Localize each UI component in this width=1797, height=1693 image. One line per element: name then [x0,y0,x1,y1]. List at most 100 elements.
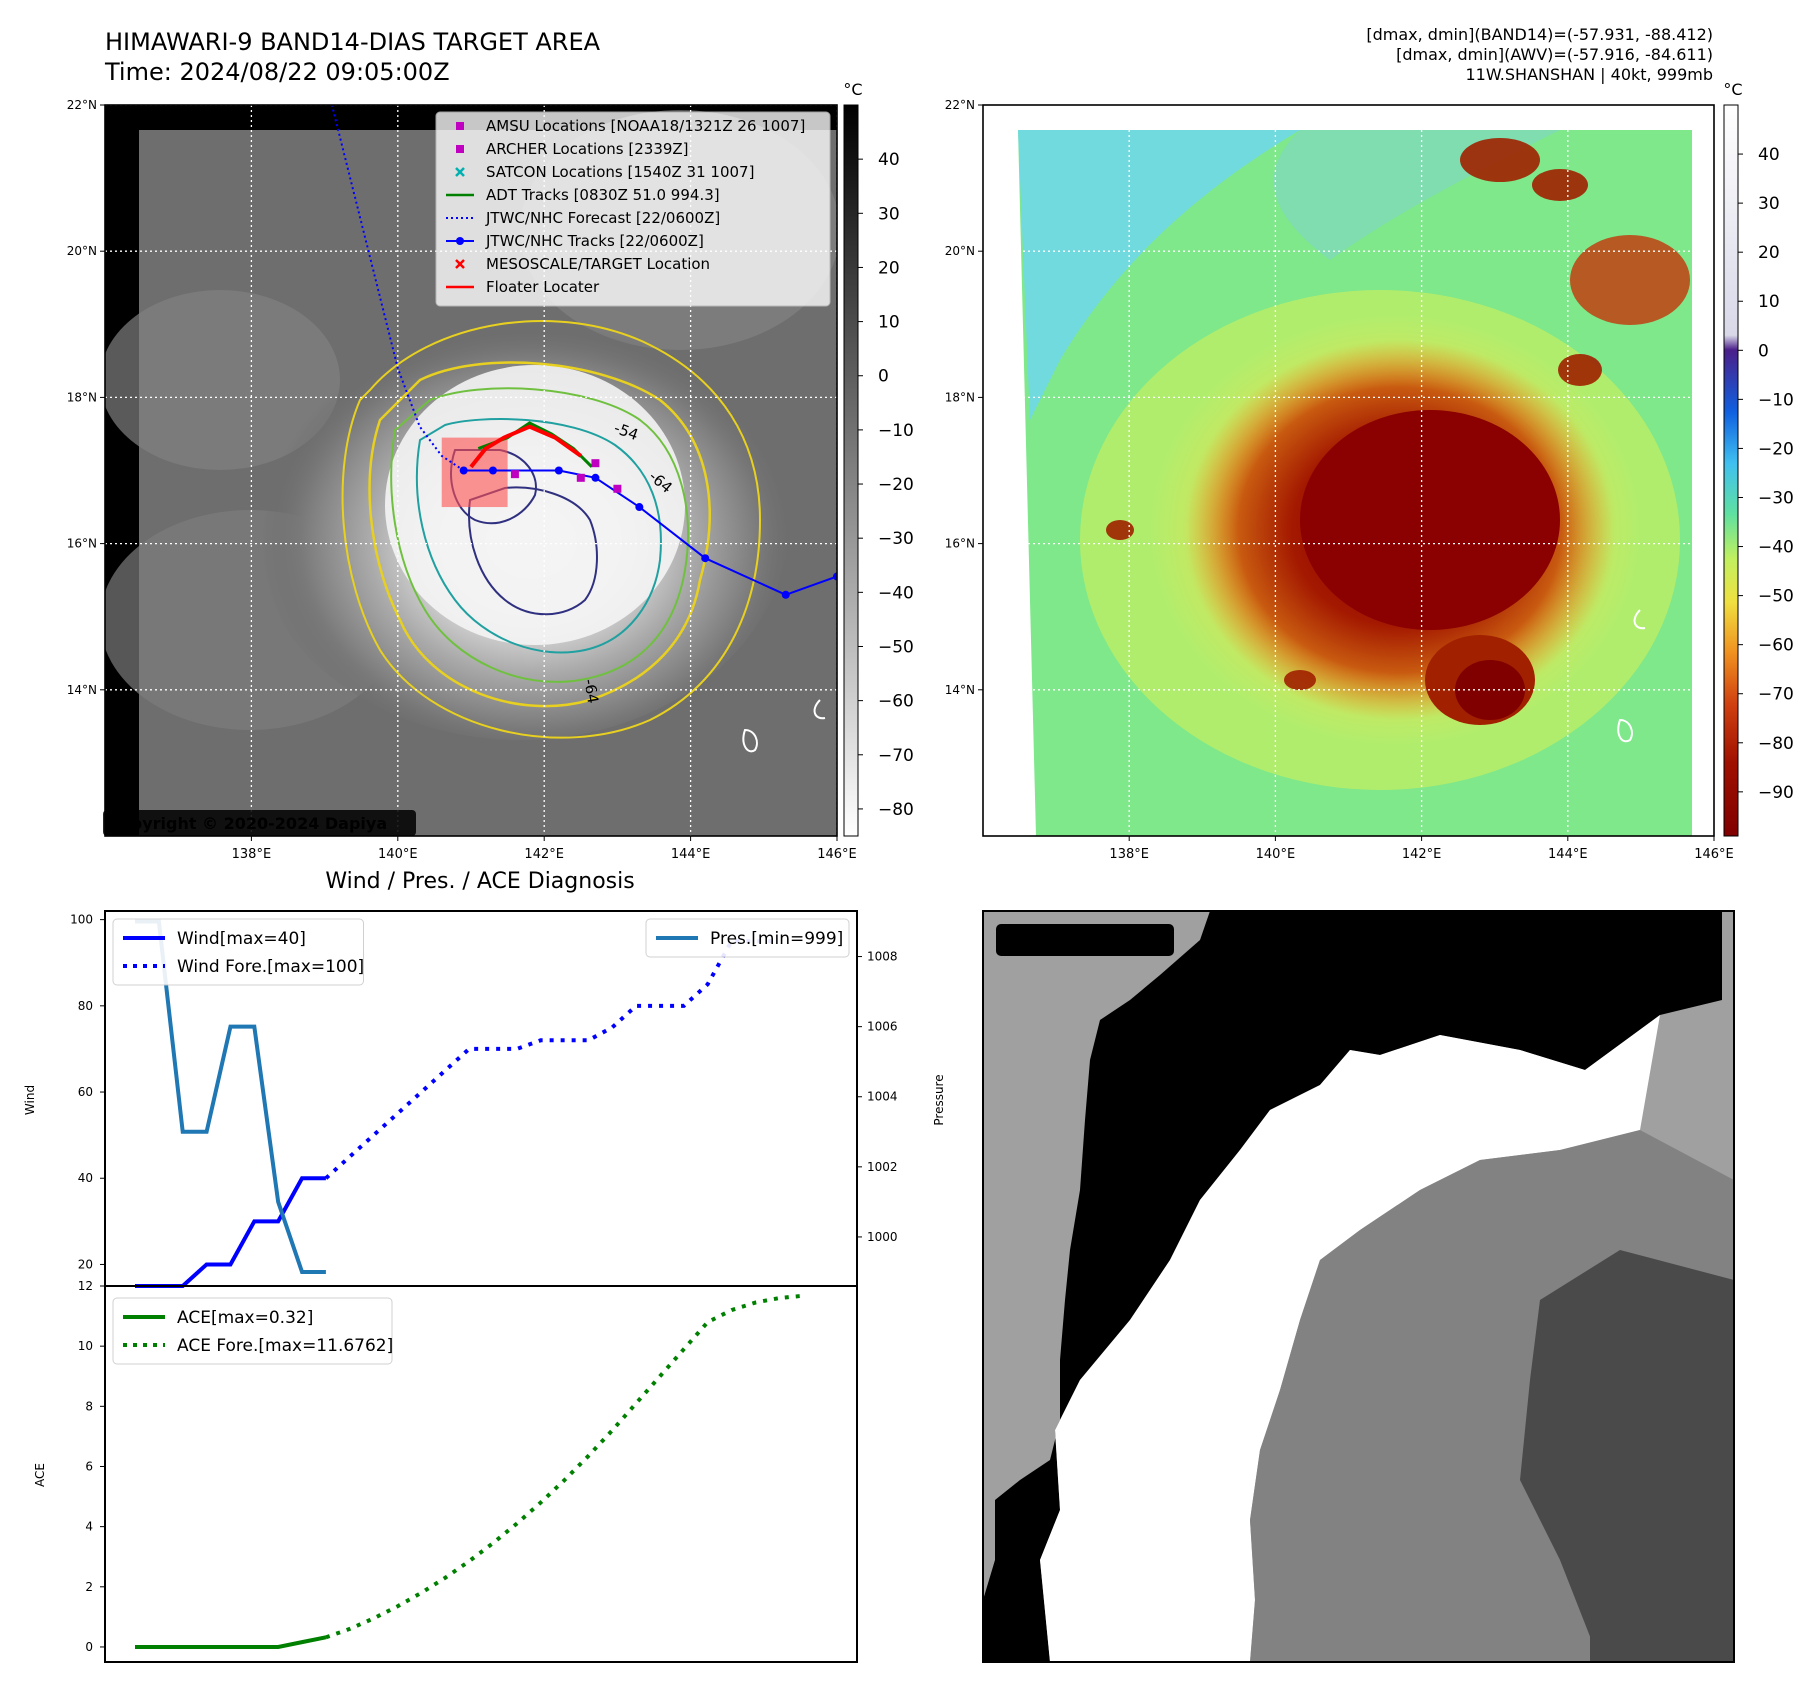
colorbar-tick-label: 0 [878,367,889,387]
chart-legend-label: Wind Fore.[max=100] [177,957,364,977]
jtwc-track-point [459,466,468,475]
lon-tick-label: 138°E [232,847,272,862]
legend-entry: AMSU Locations [NOAA18/1321Z 26 1007] [456,117,805,135]
colorbar-tick-label: −30 [1758,488,1794,508]
colorbar-tick-label: 10 [878,313,900,333]
chart-legend-label: Wind[max=40] [177,929,306,949]
colorbar-tick-label: 10 [1758,292,1780,312]
legend-entry: Floater Locater [446,278,600,296]
wmg-count-text: WMG Count: 0 [1004,931,1157,953]
lon-tick-label: 144°E [671,847,711,862]
colorbar-tick-label: −20 [1758,439,1794,459]
colorbar-tick-label: −70 [878,746,914,766]
colorbar-tick-label: −50 [878,637,914,657]
y-tick-label: 10 [78,1339,93,1353]
lat-tick-label: 18°N [67,390,97,404]
lat-tick-label: 16°N [67,537,97,551]
chart-legend-label: ACE Fore.[max=11.6762] [177,1336,393,1356]
y-tick-label: 100 [70,913,93,927]
lon-tick-label: 140°E [378,847,418,862]
right-colorbar: °C 40 30 20 10 0 −10 −20 −30 −40 −50 −60 −70 −80 −90 [1723,80,1794,837]
colorbar-tick-label: 30 [878,204,900,224]
legend-label: JTWC/NHC Forecast [22/0600Z] [485,209,720,227]
series-line [135,919,326,1274]
lon-tick-label: 138°E [1109,847,1149,862]
jtwc-track-point [781,590,790,599]
archer-marker [510,470,519,479]
colorbar-tick-label: −30 [878,529,914,549]
diagnosis-title: Wind / Pres. / ACE Diagnosis [325,869,634,894]
colorbar-unit: °C [843,80,862,99]
y-tick-label: 12 [78,1279,93,1293]
y2-tick-label: 1002 [867,1160,898,1174]
jtwc-track-point [554,466,563,475]
legend-entry: JTWC/NHC Tracks [22/0600Z] [446,232,704,250]
jtwc-track-point [635,503,644,512]
contour-label-3: -64 [580,678,602,705]
wmg-panel: WMG Count: 0 [982,910,1735,1663]
figure-time: Time: 2024/08/22 09:05:00Z [104,58,450,86]
colorbar-tick-label: −80 [878,800,914,820]
archer-marker [576,473,585,482]
lon-tick-label: 146°E [817,847,857,862]
series-line [135,1176,326,1288]
colorbar-tick-label: 0 [1758,341,1769,361]
jtwc-forecast-track [330,105,465,472]
colorbar-unit: °C [1723,80,1742,99]
left-map-ticks: 138°E 140°E 142°E 144°E 146°E 22°N 20°N 18°N 16°… [67,98,857,862]
left-colorbar: °C 40 30 20 10 0 −10 −20 −30 −40 −50 −60 −70 −80 [843,80,914,837]
legend-label: SATCON Locations [1540Z 31 1007] [486,163,754,181]
lat-tick-label: 20°N [67,244,97,258]
lat-tick-label: 16°N [945,537,975,551]
lon-tick-label: 142°E [1402,847,1442,862]
legend-label: AMSU Locations [NOAA18/1321Z 26 1007] [486,117,805,135]
jtwc-track-point [833,572,837,581]
colorbar-tick-label: −40 [1758,538,1794,558]
colorbar-tick-label: −50 [1758,587,1794,607]
ace-chart-frame [104,1285,858,1663]
lat-tick-label: 20°N [945,244,975,258]
legend-entry: MESOSCALE/TARGET Location [455,255,710,273]
colorbar-tick-label: −10 [878,421,914,441]
jtwc-track-point [488,466,497,475]
storm-info: 11W.SHANSHAN | 40kt, 999mb [1465,65,1713,84]
map-legend [435,111,831,307]
wind-axis-label: Wind [23,1085,37,1115]
lon-tick-label: 142°E [524,847,564,862]
archer-marker [591,459,600,468]
legend-entry: ARCHER Locations [2339Z] [456,140,689,158]
y-tick-label: 2 [85,1580,93,1594]
legend-label: ADT Tracks [0830Z 51.0 994.3] [486,186,720,204]
colorbar-strip [843,104,859,837]
lat-tick-label: 18°N [945,390,975,404]
legend-entry: ADT Tracks [0830Z 51.0 994.3] [446,186,720,204]
colorbar-tick-label: −40 [878,583,914,603]
lat-tick-label: 14°N [945,683,975,697]
colorbar-tick-label: −90 [1758,783,1794,803]
lat-tick-label: 22°N [945,98,975,112]
colorbar-tick-label: −60 [1758,636,1794,656]
wind-pressure-chart: 20 40 60 80 100 1000 1002 1004 1006 1008 Wind[max=… [70,910,898,1288]
colorbar-tick-label: −10 [1758,390,1794,410]
colorbar-tick-label: −70 [1758,685,1794,705]
y2-tick-label: 1000 [867,1230,898,1244]
amsu-marker [613,484,622,493]
chart-legend-label: Pres.[min=999] [710,929,843,949]
legend-label: MESOSCALE/TARGET Location [486,255,710,273]
ace-axis-label: ACE [33,1463,47,1487]
figure-title: HIMAWARI-9 BAND14-DIAS TARGET AREA [105,28,601,56]
series-line [135,1635,327,1649]
chart-legend [112,918,364,986]
legend-label: Floater Locater [486,278,600,296]
lon-tick-label: 140°E [1256,847,1296,862]
series-line [324,939,780,1180]
y2-tick-label: 1006 [867,1020,898,1034]
lat-tick-label: 14°N [67,683,97,697]
ace-chart: 0 2 4 6 8 10 12 ACE[max=0.32] ACE Fore.[max=11.6… [78,1279,858,1663]
target-box [441,437,508,508]
lat-tick-label: 22°N [67,98,97,112]
y-tick-label: 80 [78,999,93,1013]
jtwc-track-point [701,554,710,563]
y2-tick-label: 1008 [867,950,898,964]
